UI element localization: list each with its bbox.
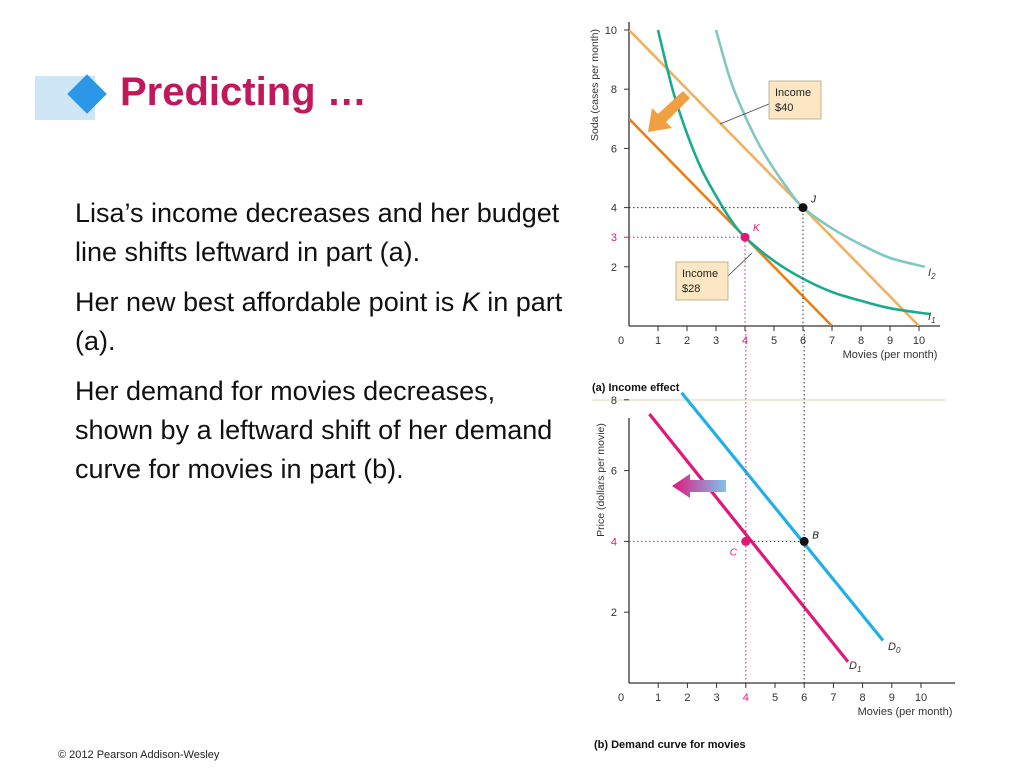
chart-a-x-tick-label: 4: [742, 335, 748, 347]
chart-a-x-tick-label: 7: [829, 335, 835, 347]
demand-curve-d0: [680, 391, 885, 642]
chart-b-y-tick-label: 4: [611, 536, 617, 548]
income-28-leader-line: [727, 252, 753, 277]
chart-b-caption: (b) Demand curve for movies: [594, 739, 746, 751]
chart-b-x-tick-label: 3: [714, 692, 720, 704]
point-c-label: C: [730, 547, 738, 558]
income-28-box: [675, 261, 729, 301]
chart-a-y-tick-label-highlight: 3: [611, 232, 617, 244]
chart-a-curve-label: I2: [928, 267, 936, 281]
chart-a-x-axis-label: Movies (per month): [843, 349, 938, 361]
point-k-marker: [740, 232, 750, 242]
chart-b-curve-label: D0: [888, 641, 901, 655]
chart-b-y-tick-label: 6: [611, 466, 617, 478]
chart-a-curve-label-subscript: 2: [930, 272, 936, 281]
chart-a-caption-label: (a): [592, 382, 609, 394]
chart-b-y-tick-label: 2: [611, 607, 617, 619]
chart-b-x-tick-label: 10: [915, 692, 927, 704]
point-j-marker: [798, 203, 808, 213]
slide-title: Predicting …: [120, 70, 367, 114]
chart-a-x-tick-label: 6: [800, 335, 806, 347]
chart-a-x-tick-label: 5: [771, 335, 777, 347]
chart-a-x-tick-label: 10: [913, 335, 925, 347]
chart-b-x-tick-label: 4: [743, 692, 749, 704]
indifference-curve-i2: [714, 29, 926, 269]
paragraph-income-decrease: Lisa’s income decreases and her budget l…: [75, 198, 560, 267]
copyright-footer: © 2012 Pearson Addison-Wesley: [58, 749, 220, 761]
point-k-label: K: [753, 223, 761, 234]
demand-shift-arrow-icon: [672, 474, 726, 498]
chart-b-x-tick-label: 1: [655, 692, 661, 704]
chart-a-y-tick-label: 2: [611, 262, 617, 274]
chart-a-y-tick-label: 10: [605, 25, 617, 37]
slide-body: Lisa’s income decreases and her budget l…: [75, 194, 565, 500]
point-k-reference: K: [461, 287, 480, 317]
demand-curve-d1: [648, 412, 850, 663]
budget-line-40: [629, 29, 920, 326]
chart-a-x-tick-label: 8: [858, 335, 864, 347]
point-j-label: J: [810, 195, 817, 206]
chart-b-curve-label-subscript: 0: [896, 646, 901, 655]
chart-b-curve-label: D1: [849, 660, 861, 674]
chart-a-caption-text: Income effect: [609, 382, 680, 394]
chart-a-x-tick-label: 3: [713, 335, 719, 347]
budget-line-28: [629, 117, 833, 326]
chart-b-x-tick-label: 8: [860, 692, 866, 704]
chart-b-curve-label-subscript: 1: [857, 665, 861, 674]
paragraph-best-point-end: in part (a).: [75, 287, 563, 356]
chart-b-x-tick-label: 6: [801, 692, 807, 704]
income-40-value: $40: [775, 102, 793, 114]
paragraph-demand-shift: Her demand for movies decreases, shown b…: [75, 376, 553, 484]
chart-a-y-tick-label: 8: [611, 84, 617, 96]
chart-a-curve-label-subscript: 1: [931, 316, 935, 325]
chart-a-x-tick-label: 0: [618, 335, 624, 347]
income-40-label: Income: [775, 87, 811, 99]
income-28-value: $28: [682, 283, 700, 295]
chart-a-y-tick-label: 4: [611, 203, 617, 215]
chart-b-y-axis-label: Price (dollars per movie): [595, 423, 607, 537]
point-b-label: B: [812, 530, 819, 541]
paragraph-best-point-start: Her new best affordable point is: [75, 287, 462, 317]
chart-b-x-tick-label: 7: [830, 692, 836, 704]
income-40-leader-line: [719, 103, 770, 125]
chart-b-caption-label: (b): [594, 739, 611, 751]
chart-a-caption: (a) Income effect: [592, 382, 680, 394]
budget-shift-arrow-icon: [648, 91, 690, 132]
point-c-marker: [741, 536, 751, 546]
chart-a-x-tick-label: 2: [684, 335, 690, 347]
chart-b-y-tick-label: 8: [611, 395, 617, 407]
chart-a-y-axis-label: Soda (cases per month): [589, 29, 601, 141]
chart-b-x-axis-label: Movies (per month): [858, 706, 953, 718]
chart-a-x-tick-label: 1: [655, 335, 661, 347]
chart-b-x-tick-label: 0: [618, 692, 624, 704]
income-40-box: [768, 80, 822, 120]
point-b-marker: [799, 536, 809, 546]
paragraph-best-point: Her new best affordable point is K in pa…: [75, 283, 565, 361]
chart-b-x-tick-label: 9: [889, 692, 895, 704]
chart-b-x-tick-label: 2: [684, 692, 690, 704]
point-j-guide-lines: [629, 207, 804, 326]
chart-a-x-tick-label: 9: [887, 335, 893, 347]
chart-a-curve-label: I1: [928, 311, 936, 325]
chart-b-caption-text: Demand curve for movies: [611, 739, 746, 751]
chart-b-x-tick-label: 5: [772, 692, 778, 704]
income-28-label: Income: [682, 268, 718, 280]
chart-a-y-tick-label: 6: [611, 143, 617, 155]
